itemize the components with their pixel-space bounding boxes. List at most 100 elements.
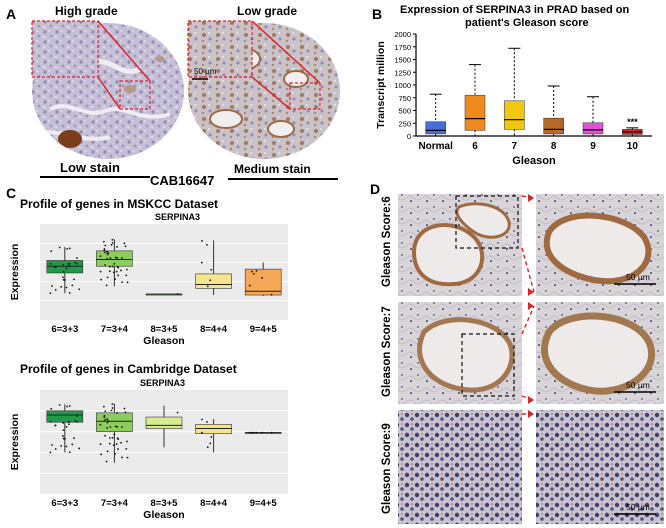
data-point bbox=[51, 285, 53, 287]
data-point bbox=[106, 250, 109, 253]
data-point bbox=[104, 251, 106, 254]
data-point bbox=[54, 448, 57, 450]
data-point bbox=[111, 403, 114, 405]
data-point bbox=[252, 431, 255, 434]
data-point bbox=[103, 248, 106, 250]
data-point bbox=[121, 426, 123, 428]
data-point bbox=[121, 257, 123, 259]
xtick-label: 8=4+4 bbox=[200, 324, 228, 335]
data-point bbox=[206, 285, 209, 288]
chart-b-significance: *** bbox=[627, 117, 638, 127]
data-point bbox=[250, 270, 253, 273]
data-point bbox=[68, 451, 71, 454]
data-point bbox=[206, 243, 208, 246]
data-point bbox=[54, 424, 57, 427]
chart-b-ytick-label: 500 bbox=[398, 107, 411, 116]
data-point bbox=[65, 267, 68, 270]
data-point bbox=[210, 268, 213, 271]
row-label-gleason-9: Gleason Score:9 bbox=[381, 423, 393, 514]
data-point bbox=[125, 440, 128, 443]
ihc-micrograph-grid: Gleason Score:6 Gleason Score:7 Gleason … bbox=[381, 194, 664, 524]
data-point bbox=[102, 405, 105, 408]
data-point bbox=[68, 265, 70, 267]
data-point bbox=[248, 284, 251, 287]
data-point bbox=[100, 278, 103, 281]
chart-b-box bbox=[543, 117, 564, 135]
box bbox=[195, 424, 232, 434]
chart-b-ytick-label: 1750 bbox=[394, 43, 411, 52]
data-point bbox=[62, 422, 65, 424]
xtick-label: 6=3+3 bbox=[51, 498, 78, 509]
data-point bbox=[105, 460, 108, 463]
chart-b-ytick-label: 1000 bbox=[394, 81, 411, 90]
data-point bbox=[73, 278, 75, 281]
data-point bbox=[117, 448, 119, 450]
xtick-label: 9=4+5 bbox=[250, 498, 278, 509]
data-point bbox=[107, 252, 110, 255]
row-label-gleason-6: Gleason Score:6 bbox=[381, 196, 393, 287]
chart-b-xtick-label: 9 bbox=[590, 141, 596, 152]
data-point bbox=[125, 274, 128, 277]
data-point bbox=[60, 445, 63, 447]
data-point bbox=[74, 419, 77, 422]
data-point bbox=[68, 405, 71, 407]
data-point bbox=[49, 451, 52, 454]
data-point bbox=[100, 453, 103, 456]
data-point bbox=[66, 247, 69, 250]
data-point bbox=[200, 261, 203, 264]
data-point bbox=[76, 262, 78, 265]
chart-b-xtick-label: 6 bbox=[472, 141, 478, 152]
data-point bbox=[54, 266, 57, 269]
data-point bbox=[68, 420, 71, 423]
data-point bbox=[68, 247, 71, 250]
data-point bbox=[68, 292, 71, 294]
label-low-stain: Low stain bbox=[60, 160, 120, 175]
data-point bbox=[113, 263, 116, 265]
data-point bbox=[103, 416, 106, 419]
xtick-label: 7=3+4 bbox=[101, 498, 129, 509]
data-point bbox=[200, 431, 203, 434]
xtick-label: 8=4+4 bbox=[200, 498, 228, 509]
data-point bbox=[206, 420, 208, 423]
panel-letter-d: D bbox=[370, 181, 381, 197]
data-point bbox=[126, 281, 129, 284]
data-point bbox=[71, 284, 74, 287]
data-point bbox=[209, 279, 212, 282]
chart-b-ytick-label: 1250 bbox=[394, 68, 411, 77]
data-point bbox=[111, 436, 114, 439]
chart-b-title-line2: patient's Gleason score bbox=[465, 17, 589, 29]
data-point bbox=[49, 292, 52, 295]
data-point bbox=[106, 421, 109, 424]
ihc-tissue-core-low-grade bbox=[187, 20, 340, 159]
data-point bbox=[62, 429, 65, 432]
data-point bbox=[270, 293, 273, 296]
data-point bbox=[176, 293, 179, 295]
panel-letter-b: B bbox=[372, 6, 383, 22]
data-point bbox=[50, 407, 53, 410]
data-point bbox=[107, 419, 110, 422]
label-high-grade: High grade bbox=[55, 4, 118, 18]
data-point bbox=[65, 425, 68, 428]
data-point bbox=[209, 442, 212, 445]
data-point bbox=[114, 278, 116, 281]
data-point bbox=[99, 270, 102, 273]
data-point bbox=[111, 407, 114, 409]
antibody-label: CAB16647 bbox=[150, 173, 215, 188]
chart-b-xtick-label: 10 bbox=[627, 141, 639, 152]
data-point bbox=[255, 269, 258, 272]
data-point bbox=[108, 270, 111, 273]
data-point bbox=[116, 426, 119, 428]
data-point bbox=[68, 262, 71, 265]
ylabel: Expression bbox=[9, 414, 21, 471]
data-point bbox=[126, 456, 129, 459]
data-point bbox=[60, 285, 63, 288]
data-point bbox=[176, 411, 179, 414]
box bbox=[195, 273, 232, 289]
data-point bbox=[64, 279, 66, 281]
data-point bbox=[108, 265, 111, 268]
chart-b-ytick-label: 2000 bbox=[394, 30, 411, 39]
data-point bbox=[250, 431, 253, 434]
data-point bbox=[109, 426, 112, 428]
data-point bbox=[58, 246, 61, 249]
chart-b-ytick-label: 1500 bbox=[394, 56, 411, 65]
